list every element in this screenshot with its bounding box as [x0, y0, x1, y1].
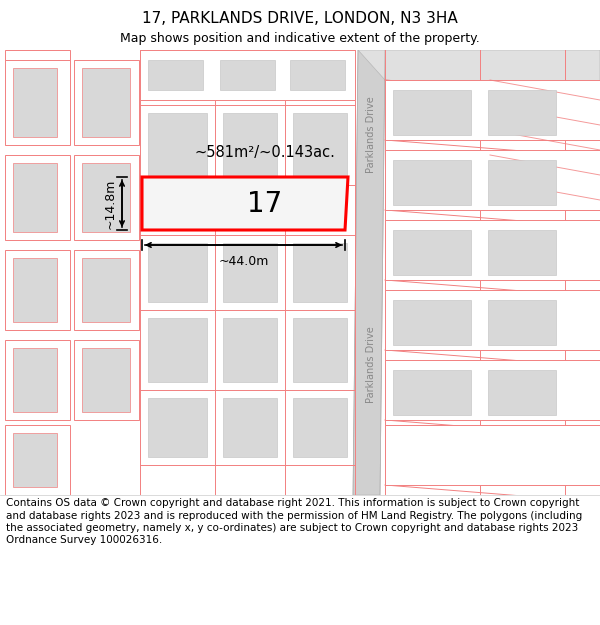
Bar: [82, 258, 130, 322]
Bar: [82, 68, 130, 137]
Text: 17: 17: [247, 190, 283, 218]
Bar: [82, 163, 130, 232]
Polygon shape: [142, 177, 348, 230]
Text: Parklands Drive: Parklands Drive: [366, 97, 376, 173]
Bar: [488, 300, 556, 345]
Bar: [393, 160, 471, 205]
Polygon shape: [353, 50, 385, 495]
Text: Contains OS data © Crown copyright and database right 2021. This information is : Contains OS data © Crown copyright and d…: [6, 498, 582, 546]
Bar: [488, 160, 556, 205]
Bar: [385, 360, 600, 420]
Bar: [74, 250, 139, 330]
Polygon shape: [358, 50, 600, 95]
Bar: [385, 150, 600, 210]
Bar: [385, 220, 600, 280]
Bar: [74, 340, 139, 420]
Bar: [5, 155, 70, 240]
Bar: [290, 60, 345, 90]
Bar: [488, 90, 556, 135]
Bar: [293, 398, 347, 457]
Text: Map shows position and indicative extent of the property.: Map shows position and indicative extent…: [120, 32, 480, 45]
Bar: [385, 290, 600, 350]
Bar: [13, 348, 57, 412]
Bar: [82, 348, 130, 412]
Bar: [13, 68, 57, 137]
Bar: [223, 318, 277, 382]
Bar: [74, 60, 139, 145]
Bar: [293, 113, 347, 177]
Text: ~44.0m: ~44.0m: [218, 255, 269, 268]
Bar: [5, 340, 70, 420]
Text: 17, PARKLANDS DRIVE, LONDON, N3 3HA: 17, PARKLANDS DRIVE, LONDON, N3 3HA: [142, 11, 458, 26]
Bar: [148, 243, 207, 302]
Bar: [5, 60, 70, 145]
Bar: [385, 425, 600, 485]
Bar: [223, 113, 277, 177]
Bar: [385, 80, 600, 140]
Bar: [5, 250, 70, 330]
Bar: [148, 183, 188, 228]
Text: ~581m²/~0.143ac.: ~581m²/~0.143ac.: [195, 145, 336, 160]
Bar: [5, 50, 70, 60]
Bar: [140, 50, 355, 100]
Bar: [488, 230, 556, 275]
Bar: [74, 155, 139, 240]
Bar: [13, 163, 57, 232]
Bar: [13, 433, 57, 487]
Bar: [220, 60, 275, 90]
Bar: [148, 318, 207, 382]
Bar: [293, 243, 347, 302]
Bar: [293, 318, 347, 382]
Bar: [148, 398, 207, 457]
Bar: [13, 258, 57, 322]
Bar: [393, 90, 471, 135]
Bar: [488, 370, 556, 415]
Text: ~14.8m: ~14.8m: [104, 178, 117, 229]
Bar: [148, 113, 207, 177]
Bar: [223, 243, 277, 302]
Bar: [148, 60, 203, 90]
Bar: [393, 300, 471, 345]
Bar: [5, 425, 70, 495]
Bar: [393, 230, 471, 275]
Bar: [393, 370, 471, 415]
Text: Parklands Drive: Parklands Drive: [366, 327, 376, 403]
Bar: [223, 398, 277, 457]
